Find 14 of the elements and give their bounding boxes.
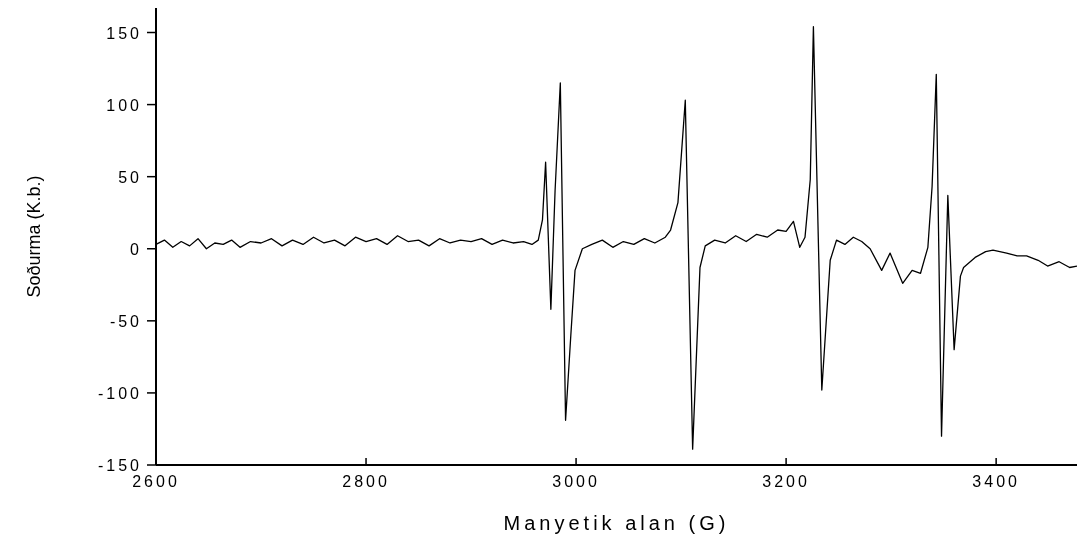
- y-tick-label: 50: [118, 168, 142, 186]
- y-tick-label: 0: [130, 240, 142, 258]
- x-tick-label: 3200: [762, 473, 810, 490]
- y-tick-label: 100: [106, 96, 142, 114]
- x-axis-title: Manyetik alan (G): [503, 512, 730, 534]
- y-tick-label: -50: [109, 312, 142, 330]
- x-tick-label: 3000: [552, 473, 600, 490]
- y-tick-label: 150: [106, 24, 142, 42]
- y-tick-label: -100: [97, 384, 142, 402]
- y-axis-title: Soðurma (K.b.): [24, 175, 44, 298]
- x-tick-label: 3400: [972, 473, 1020, 490]
- x-tick-label: 2800: [342, 473, 390, 490]
- x-tick-label: 2600: [132, 473, 180, 490]
- y-tick-label: -150: [97, 457, 142, 474]
